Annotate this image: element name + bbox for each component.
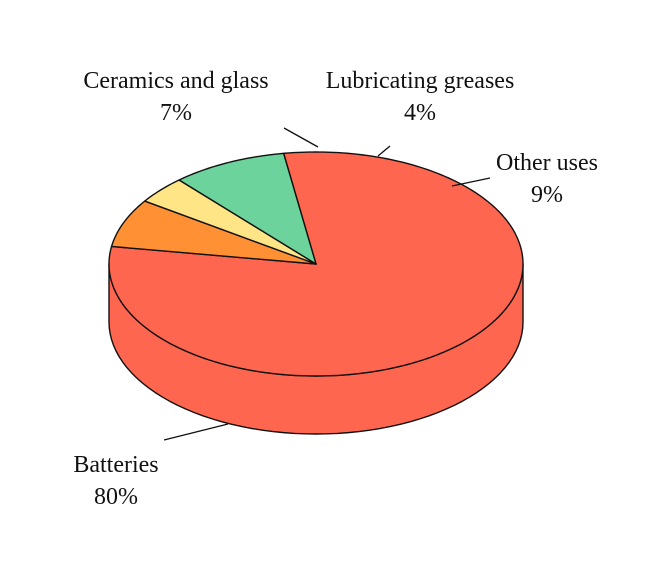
leader-line-ceramics-and-glass — [283, 127, 319, 148]
slice-value-ceramics-and-glass: 7% — [160, 100, 192, 126]
leader-line-other-uses — [451, 177, 491, 187]
pie-labels-layer: Batteries 80% Ceramics and glass 7% Lubricat… — [73, 68, 598, 510]
pie-top-layer — [108, 151, 524, 377]
slice-label-other-uses: Other uses — [496, 150, 598, 176]
pie-slice-other-uses — [178, 152, 317, 265]
slice-label-batteries: Batteries — [73, 452, 158, 478]
slice-value-lubricating-greases: 4% — [404, 100, 436, 126]
pie-slice-lubricating-greases — [144, 179, 317, 265]
pie-slice-ceramics-and-glass — [110, 200, 317, 265]
slice-value-other-uses: 9% — [531, 182, 563, 208]
slice-value-batteries: 80% — [94, 484, 138, 510]
slice-label-ceramics-and-glass: Ceramics and glass — [83, 68, 268, 94]
leader-line-lubricating-greases — [377, 145, 391, 157]
slice-label-lubricating-greases: Lubricating greases — [326, 68, 515, 94]
leader-line-batteries — [163, 423, 229, 441]
